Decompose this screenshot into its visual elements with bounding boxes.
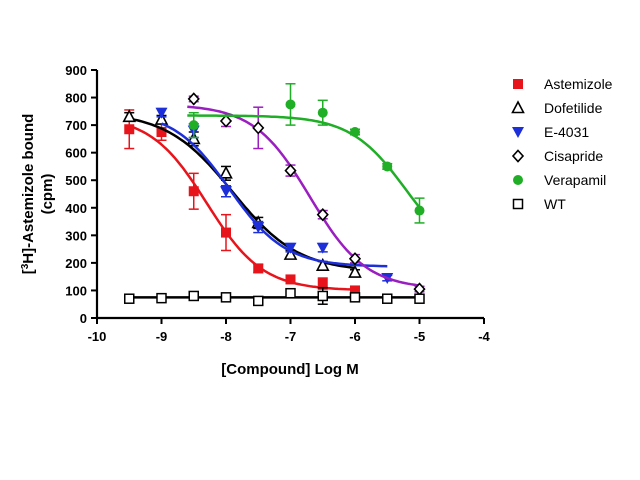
legend: Astemizole Dofetilide E-4031 Cisapride Verap… — [511, 76, 613, 212]
data-point — [221, 227, 231, 238]
data-point — [382, 161, 393, 172]
data-point — [284, 242, 297, 254]
y-axis-title-line2: (cpm) — [39, 174, 56, 215]
data-point — [317, 278, 328, 289]
legend-item: Cisapride — [511, 148, 603, 164]
fit-line-e-4031 — [160, 122, 388, 268]
data-point — [253, 263, 264, 274]
data-point — [414, 293, 425, 304]
y-axis-title: [3H]-Astemizole bound (cpm) — [20, 114, 57, 275]
data-point — [317, 107, 328, 118]
legend-marker — [512, 127, 524, 138]
y-tick-label: 0 — [80, 311, 87, 326]
data-point — [124, 124, 135, 135]
legend-label: Verapamil — [544, 172, 606, 188]
fit-line-astemizole — [128, 124, 356, 291]
data-point — [220, 186, 232, 198]
axes: -10 -9 -8 -7 -6 -5 -4 0 100 200 300 400 500 600 700 80… — [65, 63, 490, 344]
data-point — [285, 274, 296, 285]
y-tick-label: 600 — [65, 146, 87, 161]
y-axis-title-line1: [3H]-Astemizole bound — [20, 114, 38, 275]
data-point — [285, 99, 296, 110]
legend-label: Cisapride — [544, 148, 603, 164]
legend-label: Dofetilide — [544, 100, 603, 116]
data-point — [316, 207, 329, 222]
y-tick-label: 200 — [65, 256, 87, 271]
legend-marker — [513, 79, 523, 89]
data-point — [188, 120, 199, 131]
data-point — [252, 121, 265, 135]
data-point — [155, 107, 168, 119]
fit-line-cisapride — [187, 105, 420, 287]
x-tick-label: -9 — [156, 329, 168, 344]
data-point — [348, 264, 362, 278]
y-ticks: 0 100 200 300 400 500 600 700 800 900 — [65, 63, 97, 326]
legend-item: Verapamil — [513, 172, 606, 188]
series-wt — [124, 286, 425, 307]
x-axis-title: [Compound] Log M — [221, 361, 358, 378]
data-point — [219, 114, 233, 128]
data-point — [285, 287, 296, 299]
y-tick-label: 500 — [65, 173, 87, 188]
y-tick-label: 800 — [65, 91, 87, 106]
data-point — [220, 292, 232, 303]
legend-label: Astemizole — [544, 76, 613, 92]
data-point — [188, 290, 199, 302]
data-point — [317, 290, 328, 302]
data-point — [252, 222, 265, 234]
x-tick-label: -4 — [478, 329, 490, 344]
data-point — [382, 293, 393, 304]
data-point — [316, 242, 329, 254]
legend-marker — [511, 149, 525, 163]
data-point — [187, 92, 200, 106]
legend-item: Dofetilide — [511, 100, 603, 116]
series-verapamil — [187, 83, 425, 224]
legend-item: Astemizole — [513, 76, 613, 92]
legend-marker — [513, 175, 523, 185]
plot-area — [122, 83, 426, 307]
legend-marker — [511, 100, 525, 114]
data-point — [188, 186, 199, 197]
data-point — [348, 252, 362, 266]
legend-marker — [512, 198, 524, 210]
data-point — [219, 165, 233, 179]
series-astemizole — [124, 109, 360, 296]
data-point — [124, 293, 135, 304]
legend-label: E-4031 — [544, 124, 589, 140]
y-tick-label: 900 — [65, 63, 87, 78]
y-tick-label: 100 — [65, 283, 87, 298]
data-point — [283, 246, 298, 260]
data-point — [315, 257, 330, 271]
y-tick-label: 400 — [65, 201, 87, 216]
y-tick-label: 700 — [65, 118, 87, 133]
data-point — [350, 285, 360, 296]
fit-line-verapamil — [187, 114, 421, 209]
data-point — [414, 205, 425, 216]
x-tick-label: -5 — [414, 329, 426, 344]
data-point — [156, 292, 167, 304]
data-point — [349, 292, 361, 303]
x-ticks: -10 -9 -8 -7 -6 -5 -4 — [88, 318, 491, 344]
data-point — [253, 295, 264, 307]
x-tick-label: -10 — [88, 329, 107, 344]
legend-label: WT — [544, 196, 566, 212]
series-cisapride — [187, 92, 426, 296]
data-point — [350, 127, 360, 137]
data-point — [156, 127, 167, 137]
y-tick-label: 300 — [65, 228, 87, 243]
legend-item: WT — [512, 196, 566, 212]
data-point — [284, 163, 297, 178]
x-tick-label: -6 — [349, 329, 361, 344]
x-tick-label: -8 — [220, 329, 232, 344]
data-point — [122, 109, 137, 123]
x-tick-label: -7 — [285, 329, 297, 344]
legend-item: E-4031 — [512, 124, 589, 140]
